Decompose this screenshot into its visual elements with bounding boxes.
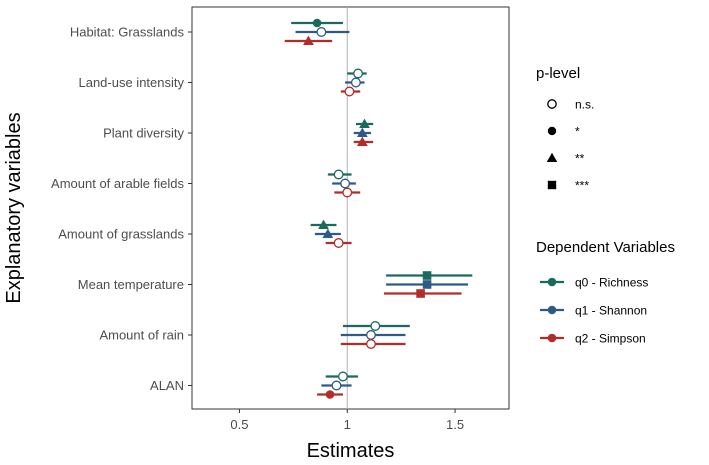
y-tick-label: Land-use intensity [78, 75, 184, 90]
legend-plevel-label: ** [575, 152, 585, 166]
legend-plevel-label: n.s. [575, 98, 594, 112]
y-tick-label: Amount of rain [99, 328, 184, 343]
point-marker [416, 289, 425, 298]
point-marker [547, 180, 557, 190]
legend-plevel-label: * [575, 125, 580, 139]
y-tick-label: Mean temperature [78, 277, 184, 292]
y-tick-label: Amount of grasslands [58, 227, 184, 242]
point-marker [318, 219, 329, 230]
point-marker [353, 68, 363, 79]
point-marker [331, 380, 342, 391]
point-marker [333, 238, 344, 248]
legend-key-dot [547, 305, 557, 315]
legend-dependent-label: q2 - Simpson [575, 332, 646, 346]
point-marker [546, 152, 558, 162]
point-marker [322, 228, 334, 239]
point-marker [350, 77, 361, 88]
y-tick-label: Amount of arable fields [51, 176, 184, 191]
point-marker [325, 390, 335, 399]
legend-dependent-title: Dependent Variables [536, 239, 675, 256]
point-marker [356, 136, 368, 147]
point-marker [312, 18, 322, 28]
plot-panel-border [191, 6, 510, 410]
point-marker [344, 86, 355, 97]
point-marker [338, 371, 348, 382]
point-marker [333, 169, 344, 180]
point-marker [547, 99, 557, 109]
point-marker [316, 27, 327, 37]
legend-plevel-label: *** [575, 179, 589, 193]
legend-dependent-label: q0 - Richness [575, 276, 648, 290]
point-marker [366, 330, 376, 340]
point-marker [340, 178, 351, 189]
x-axis-title: Estimates [307, 440, 395, 460]
point-marker [547, 126, 557, 136]
y-tick-label: Habitat: Grasslands [70, 25, 185, 40]
legend-key-dot [547, 277, 557, 287]
point-marker [370, 321, 381, 331]
point-marker [342, 187, 353, 198]
legend-plevel-title: p-level [536, 65, 580, 82]
point-marker [366, 339, 376, 349]
y-axis-title: Explanatory variables [3, 112, 25, 303]
legend-key-dot [547, 333, 557, 343]
point-marker [356, 127, 368, 138]
legend-dependent-label: q1 - Shannon [575, 304, 647, 318]
y-tick-label: Plant diversity [103, 126, 184, 141]
point-marker [422, 280, 432, 289]
point-marker [359, 118, 370, 129]
point-marker [303, 35, 314, 46]
y-tick-label: ALAN [150, 378, 184, 393]
x-tick-label: 1.5 [446, 417, 464, 432]
x-tick-label: 0.5 [230, 417, 248, 432]
x-tick-label: 1 [344, 417, 351, 432]
point-marker [422, 271, 432, 280]
